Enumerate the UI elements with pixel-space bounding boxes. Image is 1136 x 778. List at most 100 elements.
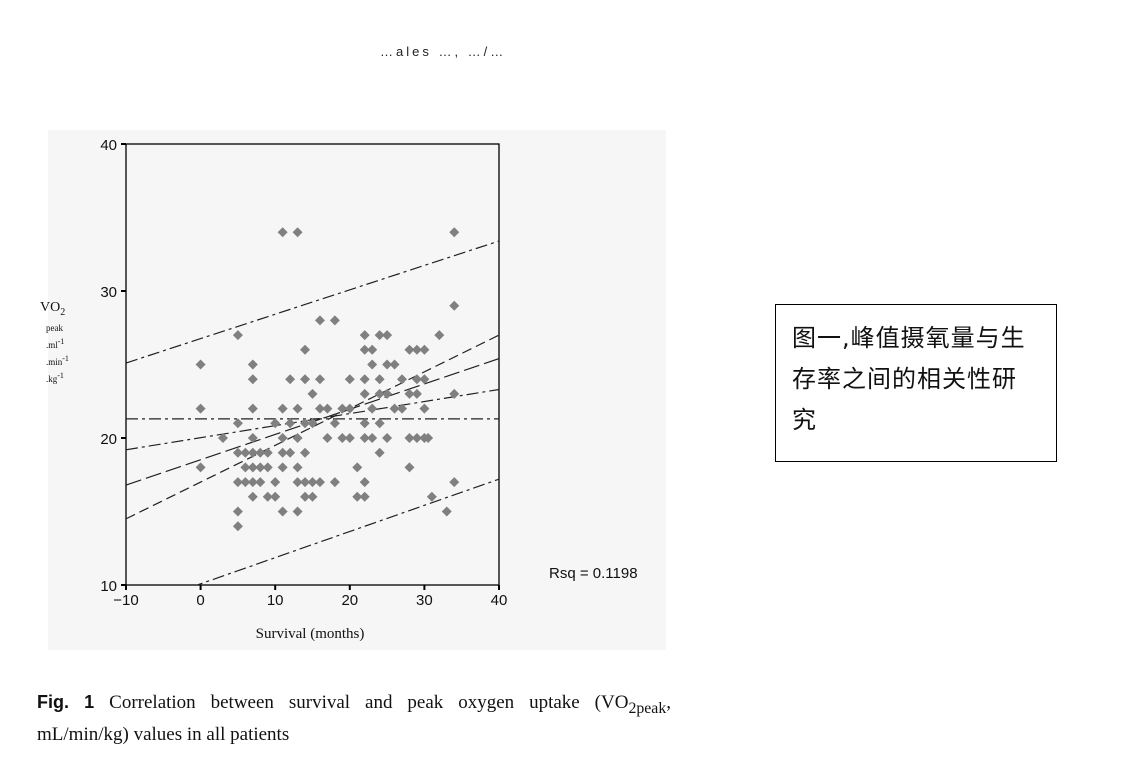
x-tick-label: 10 [267,592,284,609]
data-point [374,447,385,458]
data-point [232,447,243,458]
data-point [314,477,325,488]
data-point [300,491,311,502]
data-point [277,227,288,238]
data-point [270,477,281,488]
data-point [397,403,408,414]
x-tick-label: 30 [416,592,433,609]
y-axis-label-sub: 2 [60,306,66,318]
data-point [307,418,318,429]
data-point [300,447,311,458]
data-point [449,227,460,238]
data-point [322,403,333,414]
data-point [359,388,370,399]
data-point [382,359,393,370]
data-point [247,403,258,414]
data-point [285,447,296,458]
data-point [262,491,273,502]
caption-text-end: , mL/min/kg) values in all patients [37,692,671,745]
data-point [300,477,311,488]
data-point [367,359,378,370]
caption-figure-number: Fig. 1 [37,692,95,712]
data-point [419,344,430,355]
x-tick-label: 40 [491,592,508,609]
data-point [307,477,318,488]
data-point [277,462,288,473]
data-point [404,433,415,443]
data-point [217,433,228,443]
data-point [404,344,415,355]
data-point [374,388,385,399]
regression-line [126,334,499,520]
data-point [195,359,206,370]
data-point [277,506,288,517]
data-point [307,491,318,502]
data-point [382,330,393,341]
y-axis-unit-line: .min-1 [46,353,69,367]
data-point [359,433,370,443]
y-axis-label: VO2 peak .ml-1 .min-1 .kg-1 [40,300,80,386]
data-point [255,477,266,488]
data-point [300,344,311,355]
data-point [404,462,415,473]
figure-caption: Fig. 1 Correlation between survival and … [37,689,671,748]
data-point [344,433,355,443]
page-top-text-fragment: …ales …, …/… [380,44,507,58]
data-point [232,330,243,341]
data-point [411,388,422,399]
data-point [389,359,400,370]
data-point [411,433,422,443]
data-point [344,403,355,414]
data-point [374,374,385,385]
data-point [359,491,370,502]
data-point [240,462,251,473]
y-tick-label: 40 [100,137,117,154]
data-point [382,433,393,443]
y-tick-label: 10 [100,578,117,595]
data-point [292,433,303,443]
data-point [195,403,206,414]
data-point [232,418,243,429]
data-point [352,491,363,502]
data-point [240,447,251,458]
data-point [247,447,258,458]
data-point [277,433,288,443]
data-point [367,344,378,355]
x-tick-label: −10 [113,592,138,609]
data-point [247,359,258,370]
caption-text: Correlation between survival and peak ox… [109,692,629,713]
data-point [359,330,370,341]
data-point [449,300,460,311]
y-axis-unit-line: peak [46,322,63,333]
y-axis-unit-line: .ml-1 [46,336,65,350]
data-point [382,388,393,399]
data-point [367,433,378,443]
data-point [359,374,370,385]
data-point [329,315,340,326]
data-point [285,374,296,385]
data-point [404,388,415,399]
data-point [232,477,243,488]
data-point [247,433,258,443]
data-point [300,418,311,429]
data-point [285,418,296,429]
data-point [195,462,206,473]
data-point [232,506,243,517]
data-point [292,403,303,414]
data-point [307,388,318,399]
data-point [426,491,437,502]
data-point [367,403,378,414]
data-point [411,344,422,355]
data-point [389,403,400,414]
data-point [352,462,363,473]
data-point [292,227,303,238]
data-point [247,462,258,473]
data-point [411,374,422,385]
data-point [314,374,325,385]
data-point [247,374,258,385]
data-point [247,477,258,488]
data-point [359,418,370,429]
data-point [337,433,348,443]
data-point [329,477,340,488]
data-point [255,462,266,473]
